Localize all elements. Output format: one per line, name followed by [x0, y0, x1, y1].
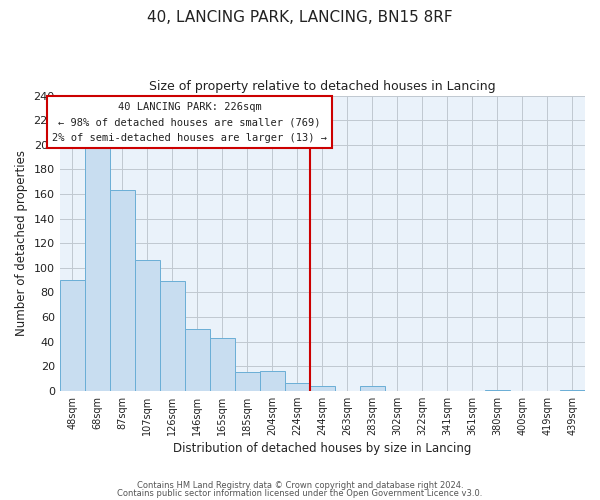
Bar: [59, 280, 85, 391]
Bar: [210, 338, 235, 391]
Title: Size of property relative to detached houses in Lancing: Size of property relative to detached ho…: [149, 80, 496, 93]
Bar: [485, 390, 510, 391]
Bar: [185, 330, 210, 391]
Bar: [260, 371, 285, 391]
Bar: [235, 372, 260, 391]
Y-axis label: Number of detached properties: Number of detached properties: [15, 150, 28, 336]
Bar: [85, 145, 110, 391]
Bar: [285, 384, 310, 391]
Text: 40 LANCING PARK: 226sqm
← 98% of detached houses are smaller (769)
2% of semi-de: 40 LANCING PARK: 226sqm ← 98% of detache…: [52, 102, 327, 143]
Bar: [310, 386, 335, 391]
Bar: [110, 190, 135, 391]
Bar: [360, 386, 385, 391]
Bar: [160, 282, 185, 391]
X-axis label: Distribution of detached houses by size in Lancing: Distribution of detached houses by size …: [173, 442, 472, 455]
Text: 40, LANCING PARK, LANCING, BN15 8RF: 40, LANCING PARK, LANCING, BN15 8RF: [147, 10, 453, 25]
Text: Contains public sector information licensed under the Open Government Licence v3: Contains public sector information licen…: [118, 488, 482, 498]
Bar: [135, 260, 160, 391]
Bar: [560, 390, 585, 391]
Text: Contains HM Land Registry data © Crown copyright and database right 2024.: Contains HM Land Registry data © Crown c…: [137, 481, 463, 490]
